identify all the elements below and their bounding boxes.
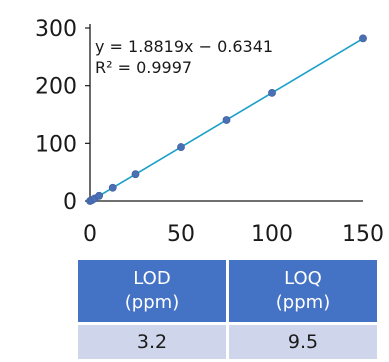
x-tick-label: 100 xyxy=(251,222,293,247)
y-tick-label: 0 xyxy=(63,190,77,215)
data-point xyxy=(177,143,185,151)
lod-header: LOD (ppm) xyxy=(78,260,226,322)
lod-header-label: LOD xyxy=(133,268,171,289)
data-point xyxy=(131,170,140,179)
y-tick-label: 100 xyxy=(35,132,77,157)
data-point xyxy=(222,116,231,124)
loq-header-unit: (ppm) xyxy=(275,292,331,313)
lod-loq-table: LOD (ppm) LOQ (ppm) 3.2 9.5 xyxy=(75,257,380,362)
data-point xyxy=(108,183,117,192)
x-tick-label: 150 xyxy=(342,222,384,247)
y-tick-label: 300 xyxy=(35,17,77,42)
data-point xyxy=(268,88,276,97)
lod-value: 3.2 xyxy=(78,325,226,359)
x-tick-label: 50 xyxy=(167,222,195,247)
tick-labels-group: 0 100 200 300 0 50 100 150 xyxy=(35,17,384,247)
loq-value: 9.5 xyxy=(229,325,377,359)
data-point xyxy=(359,34,367,43)
loq-header-label: LOQ xyxy=(284,268,322,289)
loq-header: LOQ (ppm) xyxy=(229,260,377,322)
r-squared-label: R² = 0.9997 xyxy=(95,58,192,77)
y-tick-label: 200 xyxy=(35,75,77,100)
equation-label: y = 1.8819x − 0.6341 xyxy=(95,37,273,56)
data-point xyxy=(95,191,103,200)
lod-header-unit: (ppm) xyxy=(124,292,180,313)
data-points-group xyxy=(86,34,367,205)
chart-axes xyxy=(85,24,363,202)
x-tick-label: 0 xyxy=(83,222,97,247)
